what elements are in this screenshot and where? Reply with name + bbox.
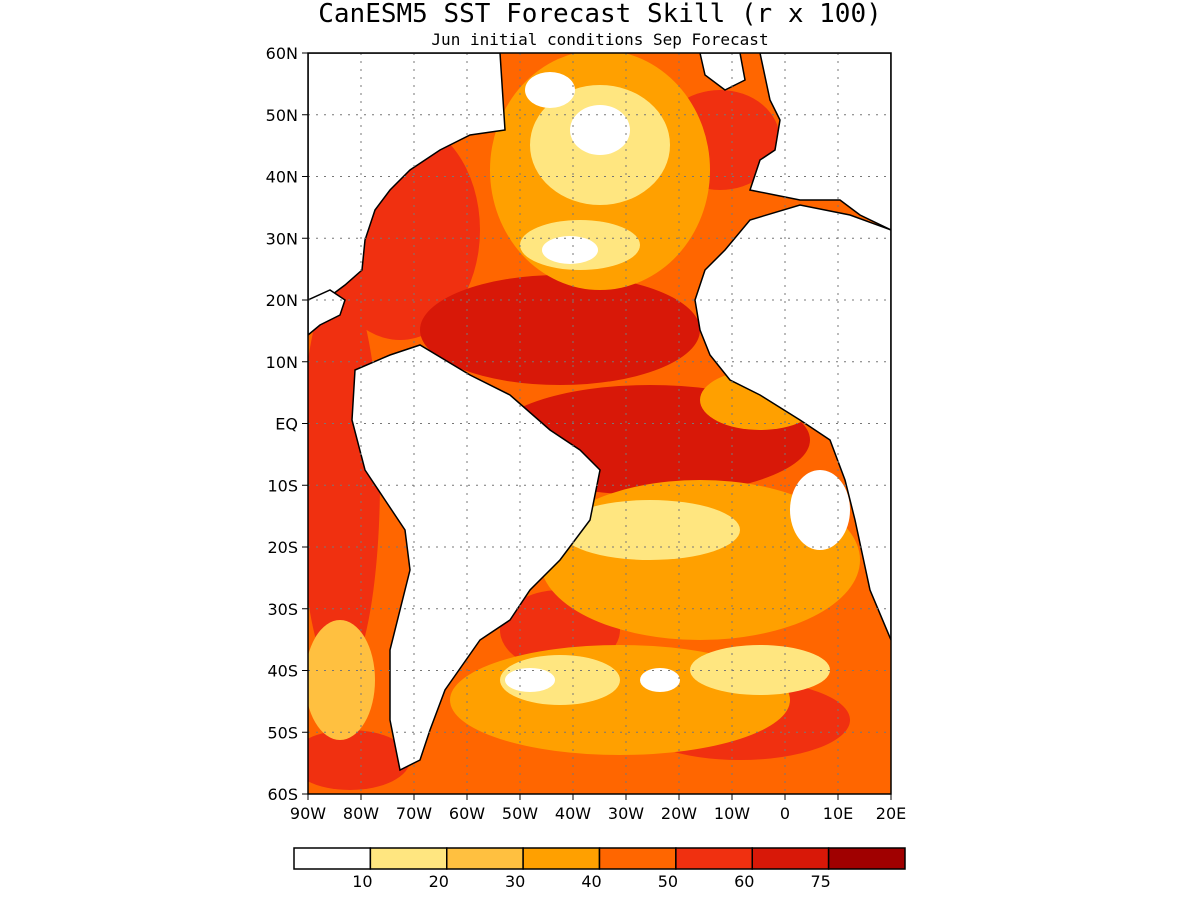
colorbar-swatch — [522, 847, 601, 870]
lon-tick-label: 30W — [608, 804, 644, 823]
colorbar-swatch — [293, 847, 372, 870]
latitude-axis: 60N 50N 40N 30N 20N 10N EQ 10S 20S 30S 40S 50S 60S — [266, 44, 308, 804]
patch-no-skill — [525, 72, 575, 108]
lat-tick-label: 40N — [266, 168, 298, 187]
lon-tick-label: 90W — [290, 804, 326, 823]
europe-land — [749, 53, 891, 231]
lat-tick-label: 10S — [267, 476, 298, 495]
central-america-land — [308, 289, 346, 336]
lat-tick-label: 20S — [267, 538, 298, 557]
greenland-land — [699, 53, 746, 91]
lat-tick-label: 50S — [267, 723, 298, 742]
gridlines — [308, 53, 891, 794]
lat-tick-label: 20N — [266, 291, 298, 310]
patch-no-skill — [542, 236, 598, 264]
patch-high-skill — [420, 275, 700, 385]
patch-no-skill — [505, 668, 555, 692]
colorbar-swatch — [369, 847, 448, 870]
lat-tick-label: EQ — [275, 415, 298, 434]
lon-tick-label: 50W — [502, 804, 538, 823]
colorbar-swatch — [827, 847, 906, 870]
colorbar-swatch — [751, 847, 830, 870]
patch-low-skill — [560, 500, 740, 560]
lat-tick-label: 60N — [266, 44, 298, 63]
lon-tick-label: 10W — [714, 804, 750, 823]
lat-tick-label: 30N — [266, 229, 298, 248]
lat-tick-label: 40S — [267, 662, 298, 681]
lon-tick-label: 20W — [661, 804, 697, 823]
colorbar-label: 75 — [810, 872, 830, 891]
colorbar-label: 40 — [581, 872, 601, 891]
lat-tick-label: 10N — [266, 353, 298, 372]
lon-tick-label: 70W — [396, 804, 432, 823]
lon-tick-label: 40W — [555, 804, 591, 823]
africa-land — [694, 204, 891, 641]
colorbar-label: 50 — [658, 872, 678, 891]
lon-tick-label: 0 — [780, 804, 790, 823]
colorbar-swatch — [598, 847, 677, 870]
figure-title: CanESM5 SST Forecast Skill (r x 100) — [318, 0, 882, 29]
patch-low-skill — [500, 655, 620, 705]
lon-tick-label: 10E — [823, 804, 853, 823]
lon-tick-label: 80W — [343, 804, 379, 823]
colorbar-label: 10 — [352, 872, 372, 891]
patch-moderate-skill — [308, 620, 375, 740]
colorbar-swatch — [675, 847, 753, 870]
skill-patches — [308, 53, 860, 790]
colorbar-label: 60 — [734, 872, 754, 891]
patch-no-skill — [570, 105, 630, 155]
colorbar: 10 20 30 40 50 60 75 — [293, 847, 906, 891]
lon-tick-label: 60W — [449, 804, 485, 823]
lat-tick-label: 60S — [267, 785, 298, 804]
figure-subtitle: Jun initial conditions Sep Forecast — [431, 30, 768, 49]
patch-high-skill — [308, 730, 410, 790]
lat-tick-label: 50N — [266, 106, 298, 125]
colorbar-label: 20 — [429, 872, 449, 891]
patch-no-skill — [790, 470, 850, 550]
colorbar-swatch — [446, 847, 524, 870]
longitude-axis: 90W 80W 70W 60W 50W 40W 30W 20W 10W 0 10E 20E — [290, 794, 906, 823]
map-area — [308, 53, 891, 794]
lat-tick-label: 30S — [267, 600, 298, 619]
lon-tick-label: 20E — [876, 804, 906, 823]
patch-no-skill — [640, 668, 680, 692]
patch-low-skill — [690, 645, 830, 695]
colorbar-label: 30 — [505, 872, 525, 891]
south-america-land — [351, 344, 601, 772]
